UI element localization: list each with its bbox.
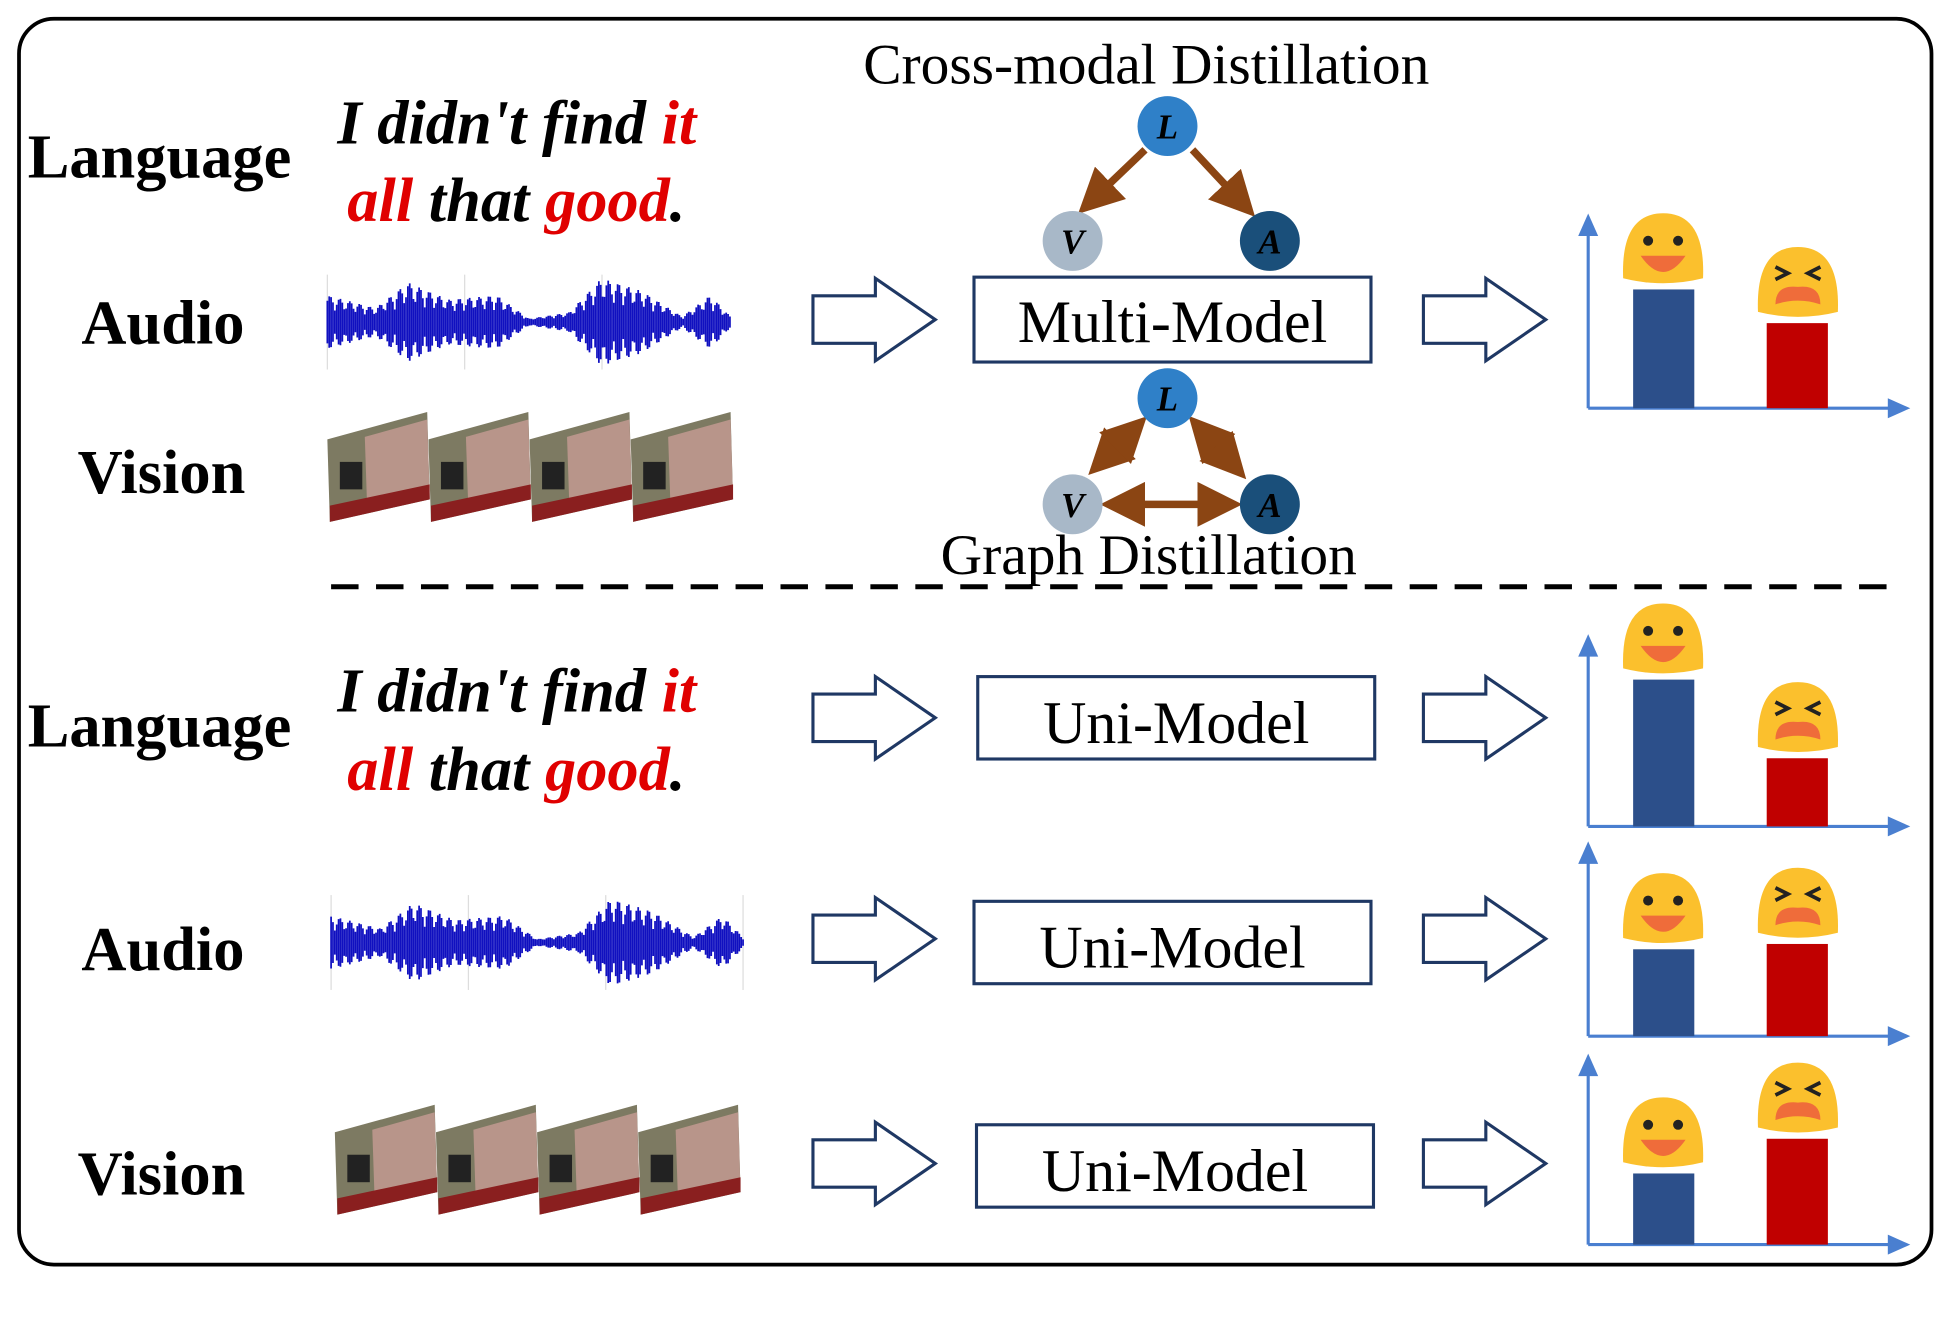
multi-model-prediction-chart [1578, 213, 1911, 419]
happy-face-icon [1623, 603, 1704, 674]
svg-text:A: A [1256, 486, 1281, 525]
flow-arrow-icon [1421, 275, 1549, 364]
uni-model-label: Uni-Model [1043, 690, 1309, 756]
crying-face-icon [1757, 682, 1839, 753]
video-frame [638, 1104, 741, 1215]
positive-bar [1633, 289, 1695, 409]
audio-waveform [330, 895, 744, 990]
vision-label: Vision [78, 438, 246, 507]
positive-bar [1633, 949, 1695, 1037]
node-a [1239, 210, 1300, 271]
audio-waveform [326, 274, 731, 370]
video-frame [428, 411, 531, 522]
node-v [1042, 210, 1103, 271]
uni-model-label: Uni-Model [1042, 1138, 1308, 1204]
flow-arrow-icon [1421, 1119, 1549, 1208]
crying-face-icon [1757, 246, 1839, 317]
positive-bar [1633, 679, 1695, 827]
outer-frame [17, 16, 1934, 1267]
happy-face-icon [1623, 873, 1704, 944]
happy-face-icon [1623, 213, 1704, 284]
happy-face-icon [1623, 1097, 1704, 1168]
video-frames [327, 411, 734, 522]
crying-face-icon [1757, 1062, 1839, 1133]
multi-model-box [972, 275, 1373, 364]
uni-model-label: Uni-Model [1039, 914, 1305, 980]
flow-arrow-icon [1421, 894, 1549, 983]
multi-model-label: Multi-Model [1018, 289, 1328, 355]
flow-arrow-icon [811, 275, 939, 364]
svg-text:I didn't find it: I didn't find it [336, 657, 698, 726]
svg-text:A: A [1256, 222, 1281, 261]
flow-arrow-icon [1421, 673, 1549, 762]
cross-modal-graph: L V A [1042, 96, 1300, 271]
video-frame [334, 1104, 438, 1215]
graph-distillation-graph: L V A [1042, 368, 1300, 535]
video-frame [327, 411, 430, 522]
video-frame [435, 1104, 539, 1215]
vision-prediction-chart [1578, 1053, 1911, 1255]
uni-model-box [976, 675, 1377, 761]
svg-text:all that good.: all that good. [347, 166, 685, 235]
negative-bar [1766, 323, 1828, 409]
node-v [1042, 474, 1103, 535]
negative-bar [1766, 943, 1828, 1037]
language-label: Language [28, 122, 292, 191]
audio-label: Audio [81, 288, 244, 357]
video-frames [334, 1104, 741, 1215]
cross-modal-distillation-title: Cross-modal Distillation [863, 34, 1429, 97]
crying-face-icon [1757, 867, 1839, 938]
audio-prediction-chart [1578, 841, 1911, 1047]
svg-text:L: L [1156, 380, 1178, 419]
uni-model-box [972, 899, 1373, 986]
svg-text:V: V [1061, 486, 1087, 525]
flow-arrow-icon [811, 1119, 939, 1208]
node-l [1137, 96, 1198, 157]
audio-label: Audio [81, 915, 244, 984]
graph-distillation-title: Graph Distillation [941, 524, 1357, 587]
sentence-uni: I didn't find it all that good. [336, 657, 698, 805]
language-prediction-chart [1578, 603, 1911, 837]
node-l [1137, 368, 1198, 429]
video-frame [630, 411, 734, 522]
svg-text:I didn't find it: I didn't find it [336, 89, 698, 158]
video-frame [529, 411, 632, 522]
svg-text:V: V [1061, 222, 1087, 261]
svg-text:L: L [1156, 108, 1178, 147]
flow-arrow-icon [811, 894, 939, 983]
sentence-top: I didn't find it all that good. [336, 89, 698, 235]
language-label: Language [28, 692, 292, 761]
negative-bar [1766, 1138, 1828, 1245]
video-frame [537, 1104, 640, 1215]
svg-text:all that good.: all that good. [347, 735, 685, 804]
node-a [1239, 474, 1300, 535]
vision-label: Vision [78, 1140, 246, 1209]
negative-bar [1766, 758, 1828, 827]
positive-bar [1633, 1173, 1695, 1245]
flow-arrow-icon [811, 673, 939, 762]
uni-model-box [974, 1123, 1376, 1209]
